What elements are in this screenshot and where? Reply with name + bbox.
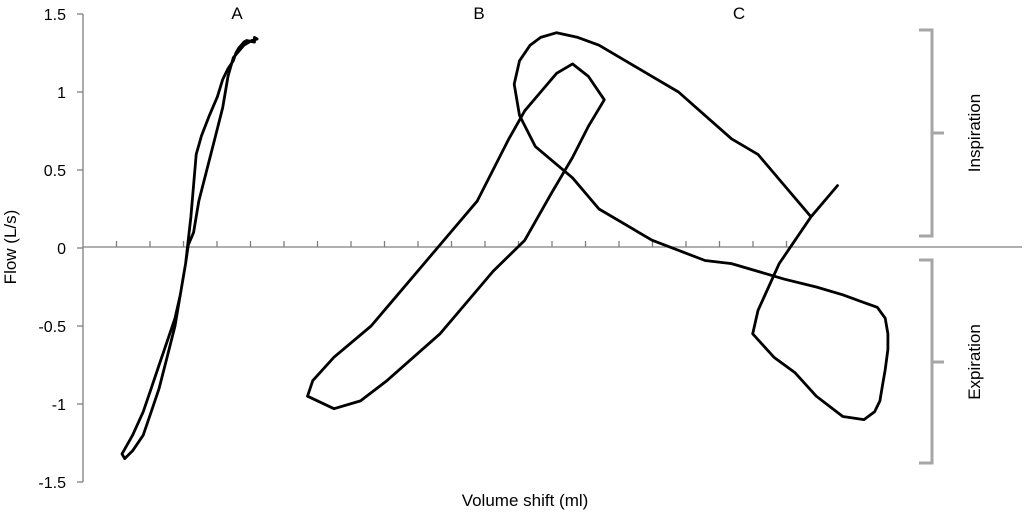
y-tick-label: -0.5 [38,319,66,336]
x-axis-title: Volume shift (ml) [462,491,589,510]
loop-b [306,62,606,411]
y-axis-title: Flow (L/s) [1,210,20,285]
y-tick-label: 0 [57,241,66,258]
inspiration-bracket [919,28,944,238]
loop-c [512,31,890,422]
loops [120,31,890,461]
brackets: Inspiration Expiration [919,28,984,465]
y-tick-label: 0.5 [44,163,66,180]
x-ticks [115,241,788,247]
loop-label-a: A [231,4,243,23]
y-ticks: 1.5 1 0.5 0 -0.5 -1 -1.5 [38,7,83,492]
loop-label-c: C [733,4,745,23]
y-tick-label: -1 [52,397,66,414]
inspiration-label: Inspiration [965,94,984,172]
axes [82,14,1022,482]
expiration-bracket [919,258,944,465]
y-tick-label: -1.5 [38,475,66,492]
loop-a [120,36,259,461]
expiration-label: Expiration [965,324,984,400]
loop-label-b: B [473,4,484,23]
y-tick-label: 1 [57,85,66,102]
loop-labels: A B C [231,4,745,23]
y-tick-label: 1.5 [44,7,66,24]
